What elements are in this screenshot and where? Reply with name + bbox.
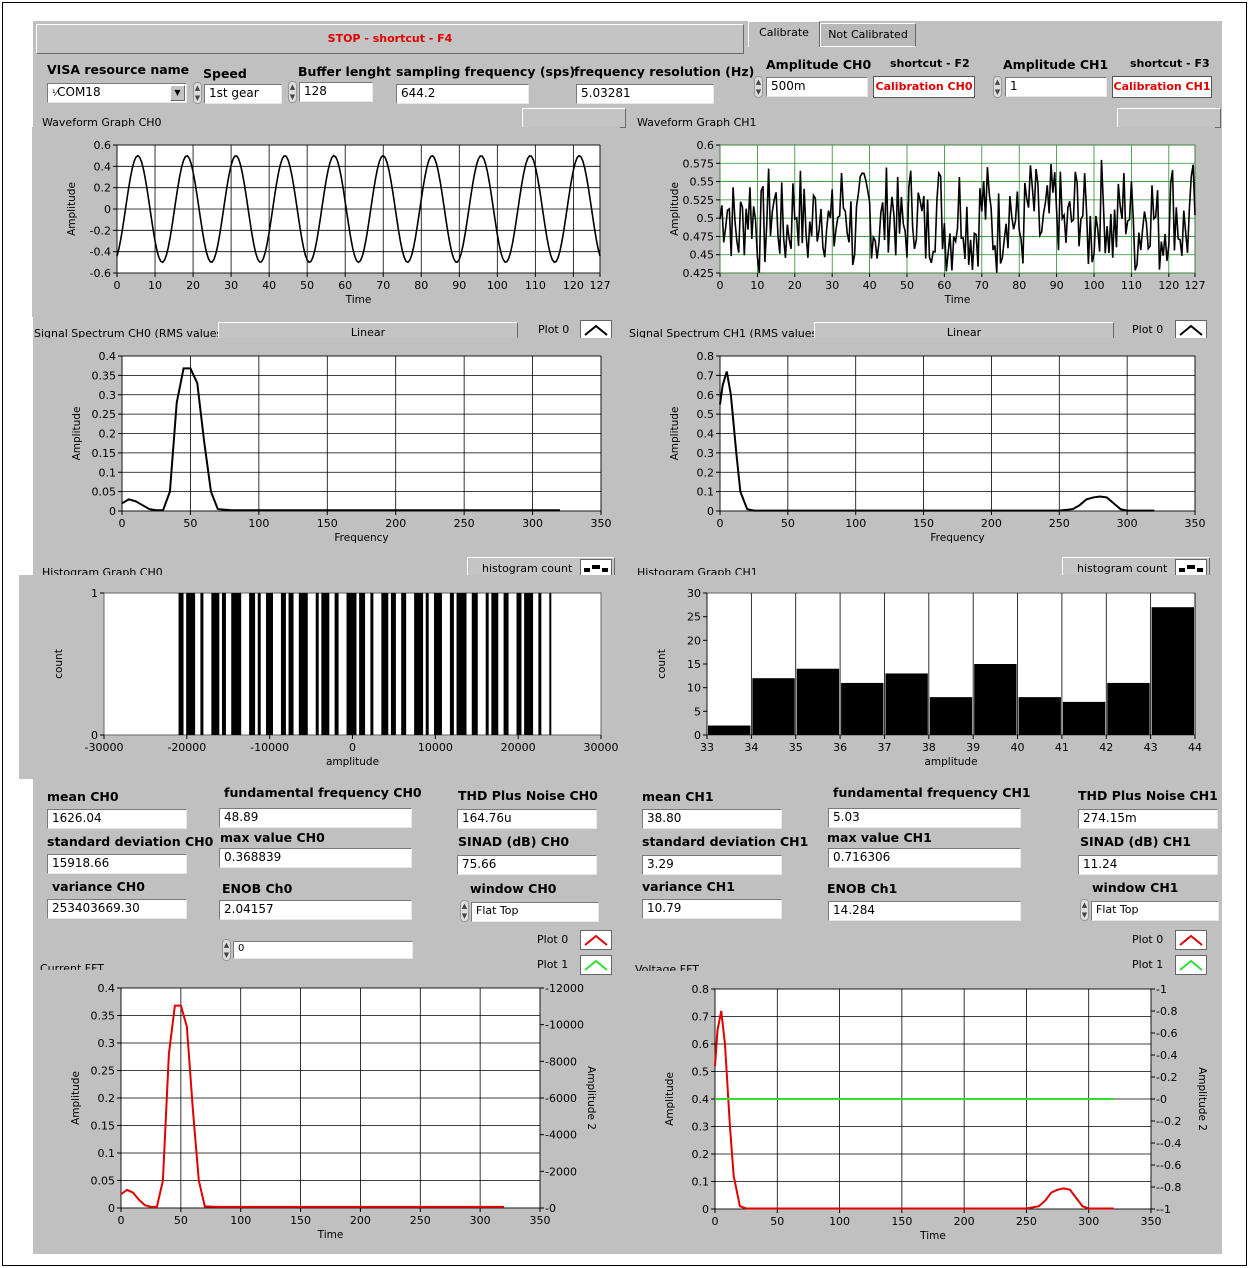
hist-ch1-legend-icon xyxy=(1175,559,1207,579)
std-ch0-label: standard deviation CH0 xyxy=(47,834,214,849)
calibration-ch1-button[interactable]: Calibration CH1 xyxy=(1112,76,1212,98)
fft1-plot0-legend[interactable] xyxy=(1175,930,1207,950)
spec-ch1-title: Signal Spectrum CH1 (RMS values) xyxy=(629,327,822,340)
hist-ch0-legend-label: histogram count xyxy=(482,562,573,575)
mean-ch0-field: 1626.04 xyxy=(47,809,187,829)
mean-ch1-label: mean CH1 xyxy=(642,789,714,804)
wave-ch0-scroll[interactable] xyxy=(522,108,626,128)
calibration-ch0-button[interactable]: Calibration CH0 xyxy=(873,76,975,98)
spec-ch0-plot-label: Plot 0 xyxy=(538,323,570,336)
amp-ch1-field[interactable]: 1 xyxy=(1005,77,1107,97)
fft0-plot0-legend[interactable] xyxy=(580,930,612,950)
enob-ch0-label: ENOB Ch0 xyxy=(222,881,293,896)
spec-ch0-title: Signal Spectrum CH0 (RMS values) xyxy=(34,327,227,340)
var-ch1-field: 10.79 xyxy=(642,899,782,919)
buffer-spinner[interactable]: ▲ ▼ xyxy=(288,81,297,103)
ch0-index-field[interactable]: 0 xyxy=(233,941,413,959)
fund-ch0-label: fundamental frequency CH0 xyxy=(224,785,422,800)
hist-ch1-legend-label: histogram count xyxy=(1077,562,1168,575)
window-ch1-label: window CH1 xyxy=(1092,880,1179,895)
max-ch0-field: 0.368839 xyxy=(219,848,412,868)
tab-not-calibrated[interactable]: Not Calibrated xyxy=(820,23,916,47)
visa-dropdown-button[interactable]: ▼ xyxy=(170,85,185,101)
hist-ch0-legend-icon xyxy=(580,559,612,579)
fund-ch0-field: 48.89 xyxy=(219,808,412,828)
visa-label: VISA resource name xyxy=(47,62,190,77)
fft1-title: Voltage FFT xyxy=(635,963,699,976)
std-ch0-field: 15918.66 xyxy=(47,854,187,874)
fund-ch1-label: fundamental frequency CH1 xyxy=(833,785,1031,800)
fft0-plot0-label: Plot 0 xyxy=(537,933,569,946)
fft1-plot1-legend[interactable] xyxy=(1175,955,1207,975)
buffer-field[interactable]: 128 xyxy=(299,82,373,102)
enob-ch1-label: ENOB Ch1 xyxy=(827,881,898,896)
mean-ch1-field: 38.80 xyxy=(642,809,782,829)
sinad-ch1-label: SINAD (dB) CH1 xyxy=(1080,834,1192,849)
spec-ch1-legend[interactable] xyxy=(1175,320,1207,340)
enob-ch1-field: 14.284 xyxy=(828,901,1021,921)
amp-ch0-field[interactable]: 500m xyxy=(766,77,868,97)
sampling-field: 644.2 xyxy=(396,84,529,104)
window-ch0-spinner[interactable]: ▲ ▼ xyxy=(460,900,469,922)
thd-ch0-label: THD Plus Noise CH0 xyxy=(458,788,598,803)
window-ch0-field[interactable]: Flat Top xyxy=(471,902,599,922)
var-ch0-label: variance CH0 xyxy=(52,879,145,894)
max-ch0-label: max value CH0 xyxy=(220,830,325,845)
amp-ch1-label: Amplitude CH1 xyxy=(1003,57,1109,72)
speed-label: Speed xyxy=(203,66,247,81)
hist-ch0-title: Histogram Graph CH0 xyxy=(42,566,163,579)
window-ch1-spinner[interactable]: ▲ ▼ xyxy=(1080,899,1089,921)
spec-ch0-legend[interactable] xyxy=(580,320,612,340)
stop-button[interactable]: STOP - shortcut - F4 xyxy=(36,24,744,54)
wave-ch0-title: Waveform Graph CH0 xyxy=(42,116,162,129)
thd-ch1-field: 274.15m xyxy=(1078,809,1218,829)
window-ch0-label: window CH0 xyxy=(470,881,557,896)
resolution-field: 5.03281 xyxy=(576,84,714,104)
buffer-label: Buffer lenght xyxy=(298,64,392,79)
wave-ch1-title: Waveform Graph CH1 xyxy=(637,116,757,129)
amp-ch0-label: Amplitude CH0 xyxy=(766,57,872,72)
std-ch1-field: 3.29 xyxy=(642,855,782,875)
resolution-label: frequency resolution (Hz) xyxy=(574,64,755,79)
front-panel xyxy=(33,21,1222,1254)
thd-ch1-label: THD Plus Noise CH1 xyxy=(1078,788,1218,803)
max-ch1-field: 0.716306 xyxy=(828,848,1021,868)
sinad-ch1-field: 11.24 xyxy=(1078,855,1218,875)
tab-calibrate[interactable]: Calibrate xyxy=(748,21,820,47)
std-ch1-label: standard deviation CH1 xyxy=(642,834,809,849)
thd-ch0-field: 164.76u xyxy=(457,809,597,829)
spec-ch0-scale-button[interactable]: Linear xyxy=(218,322,518,344)
sinad-ch0-field: 75.66 xyxy=(457,855,597,875)
fft0-title: Current FFT xyxy=(40,962,104,975)
var-ch1-label: variance CH1 xyxy=(642,879,735,894)
shortcut-f3-label: shortcut - F3 xyxy=(1130,57,1210,70)
spec-ch1-plot-label: Plot 0 xyxy=(1132,323,1164,336)
visa-value: COM18 xyxy=(57,85,101,99)
var-ch0-field: 253403669.30 xyxy=(47,899,187,919)
mean-ch0-label: mean CH0 xyxy=(47,789,119,804)
ch0-index-spinner[interactable]: ▲ ▼ xyxy=(222,939,231,961)
hist-ch1-title: Histogram Graph CH1 xyxy=(637,566,758,579)
fund-ch1-field: 5.03 xyxy=(828,808,1021,828)
speed-field[interactable]: 1st gear xyxy=(204,84,282,104)
max-ch1-label: max value CH1 xyxy=(827,830,932,845)
sampling-label: sampling frequency (sps) xyxy=(396,64,576,79)
fft0-plot1-legend[interactable] xyxy=(580,955,612,975)
shortcut-f2-label: shortcut - F2 xyxy=(890,57,970,70)
visa-resource-select[interactable]: ⅟COM18 xyxy=(47,83,187,103)
enob-ch0-field: 2.04157 xyxy=(219,900,412,920)
window-ch1-field[interactable]: Flat Top xyxy=(1091,901,1219,921)
sinad-ch0-label: SINAD (dB) CH0 xyxy=(458,834,570,849)
fft0-plot1-label: Plot 1 xyxy=(537,958,569,971)
amp-ch1-spinner[interactable]: ▲ ▼ xyxy=(993,76,1002,98)
fft1-plot1-label: Plot 1 xyxy=(1132,958,1164,971)
fft1-plot0-label: Plot 0 xyxy=(1132,933,1164,946)
wave-ch1-scroll[interactable] xyxy=(1117,108,1221,128)
spec-ch1-scale-button[interactable]: Linear xyxy=(814,322,1114,344)
visa-icon: ⅟ xyxy=(52,89,58,99)
amp-ch0-spinner[interactable]: ▲ ▼ xyxy=(754,76,763,98)
speed-spinner[interactable]: ▲ ▼ xyxy=(193,82,202,104)
